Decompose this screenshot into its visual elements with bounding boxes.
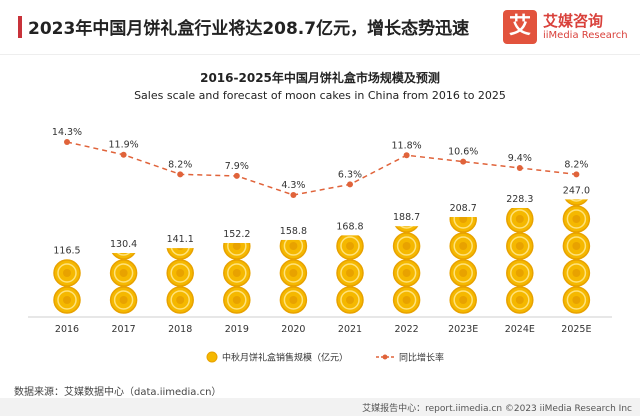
bar-value-label-2018: 141.1 bbox=[167, 234, 194, 245]
bar-value-label-2024E: 228.3 bbox=[506, 194, 533, 205]
x-tick-label-2017: 2017 bbox=[112, 324, 136, 335]
bar-value-label-2017: 130.4 bbox=[110, 239, 137, 250]
page-title: 2023年中国月饼礼盒行业将达208.7亿元，增长态势迅速 bbox=[28, 19, 470, 39]
chart-title: 2016-2025年中国月饼礼盒市场规模及预测 bbox=[200, 71, 440, 85]
header: 2023年中国月饼礼盒行业将达208.7亿元，增长态势迅速 艾 艾媒咨询 iiM… bbox=[0, 0, 640, 56]
growth-point-2017 bbox=[120, 151, 127, 158]
legend-line-label: 同比增长率 bbox=[399, 352, 444, 364]
growth-point-2021 bbox=[347, 181, 353, 188]
bar-2020 bbox=[277, 230, 310, 314]
x-tick-label-2025E: 2025E bbox=[561, 324, 591, 335]
x-tick-label-2021: 2021 bbox=[338, 324, 362, 335]
x-tick-label-2024E: 2024E bbox=[505, 324, 535, 335]
x-tick-label-2020: 2020 bbox=[281, 324, 305, 335]
bar-value-label-2016: 116.5 bbox=[53, 245, 80, 256]
growth-label-2023E: 10.6% bbox=[448, 147, 478, 158]
bar-2024E bbox=[503, 203, 536, 314]
bar-2025E bbox=[560, 176, 593, 314]
growth-point-2016 bbox=[64, 139, 70, 145]
growth-point-2022 bbox=[403, 152, 410, 159]
bar-2017 bbox=[107, 230, 140, 314]
growth-label-2016: 14.3% bbox=[52, 127, 82, 138]
growth-label-2024E: 9.4% bbox=[508, 153, 532, 164]
growth-point-2020 bbox=[290, 192, 297, 198]
bar-2022 bbox=[390, 203, 423, 314]
growth-point-2018 bbox=[177, 171, 184, 178]
logo-cn-text: 艾媒咨询 bbox=[543, 12, 604, 30]
bar-2018 bbox=[164, 230, 197, 314]
growth-label-2025E: 8.2% bbox=[564, 159, 588, 170]
growth-point-2019 bbox=[233, 172, 240, 179]
x-tick-label-2018: 2018 bbox=[168, 324, 192, 335]
growth-point-2024E bbox=[516, 164, 523, 171]
growth-label-2021: 6.3% bbox=[338, 169, 362, 180]
bar-value-label-2022: 188.7 bbox=[393, 212, 420, 223]
legend-line-dot bbox=[382, 354, 388, 360]
x-tick-label-2022: 2022 bbox=[395, 324, 419, 335]
x-tick-label-2023E: 2023E bbox=[448, 324, 478, 335]
logo-mark-icon: 艾 bbox=[503, 10, 537, 44]
legend-bar-swatch bbox=[206, 351, 218, 363]
x-tick-label-2016: 2016 bbox=[55, 324, 79, 335]
growth-label-2018: 8.2% bbox=[168, 159, 192, 170]
legend-bar-label: 中秋月饼礼盒销售规模（亿元） bbox=[222, 352, 348, 364]
bar-value-label-2019: 152.2 bbox=[223, 229, 250, 240]
bar-2023E bbox=[447, 203, 480, 314]
header-divider bbox=[0, 54, 640, 55]
growth-point-2025E bbox=[573, 171, 580, 178]
growth-label-2020: 4.3% bbox=[281, 180, 305, 191]
growth-label-2017: 11.9% bbox=[109, 140, 139, 151]
bar-2019 bbox=[220, 230, 253, 314]
growth-label-2019: 7.9% bbox=[225, 161, 249, 172]
bar-value-label-2021: 168.8 bbox=[336, 221, 363, 232]
title-accent-bar bbox=[18, 16, 22, 38]
bar-value-label-2020: 158.8 bbox=[280, 226, 307, 237]
x-tick-label-2019: 2019 bbox=[225, 324, 249, 335]
footer-text: 艾媒报告中心：report.iimedia.cn ©2023 iiMedia R… bbox=[362, 404, 632, 414]
growth-rate-line bbox=[66, 141, 577, 196]
bar-2021 bbox=[334, 230, 366, 314]
bar-value-label-2023E: 208.7 bbox=[450, 203, 477, 214]
footer: 艾媒报告中心：report.iimedia.cn ©2023 iiMedia R… bbox=[0, 398, 640, 416]
bar-2016 bbox=[53, 259, 81, 314]
growth-label-2022: 11.8% bbox=[392, 140, 422, 151]
data-source: 数据来源：艾媒数据中心（data.iimedia.cn） bbox=[14, 387, 222, 398]
logo-en-text: iiMedia Research bbox=[543, 30, 628, 41]
iimedia-logo: 艾 艾媒咨询 iiMedia Research bbox=[503, 8, 633, 48]
bar-value-label-2025E: 247.0 bbox=[563, 185, 590, 196]
growth-point-2023E bbox=[460, 158, 467, 165]
chart-subtitle: Sales scale and forecast of moon cakes i… bbox=[134, 89, 506, 102]
